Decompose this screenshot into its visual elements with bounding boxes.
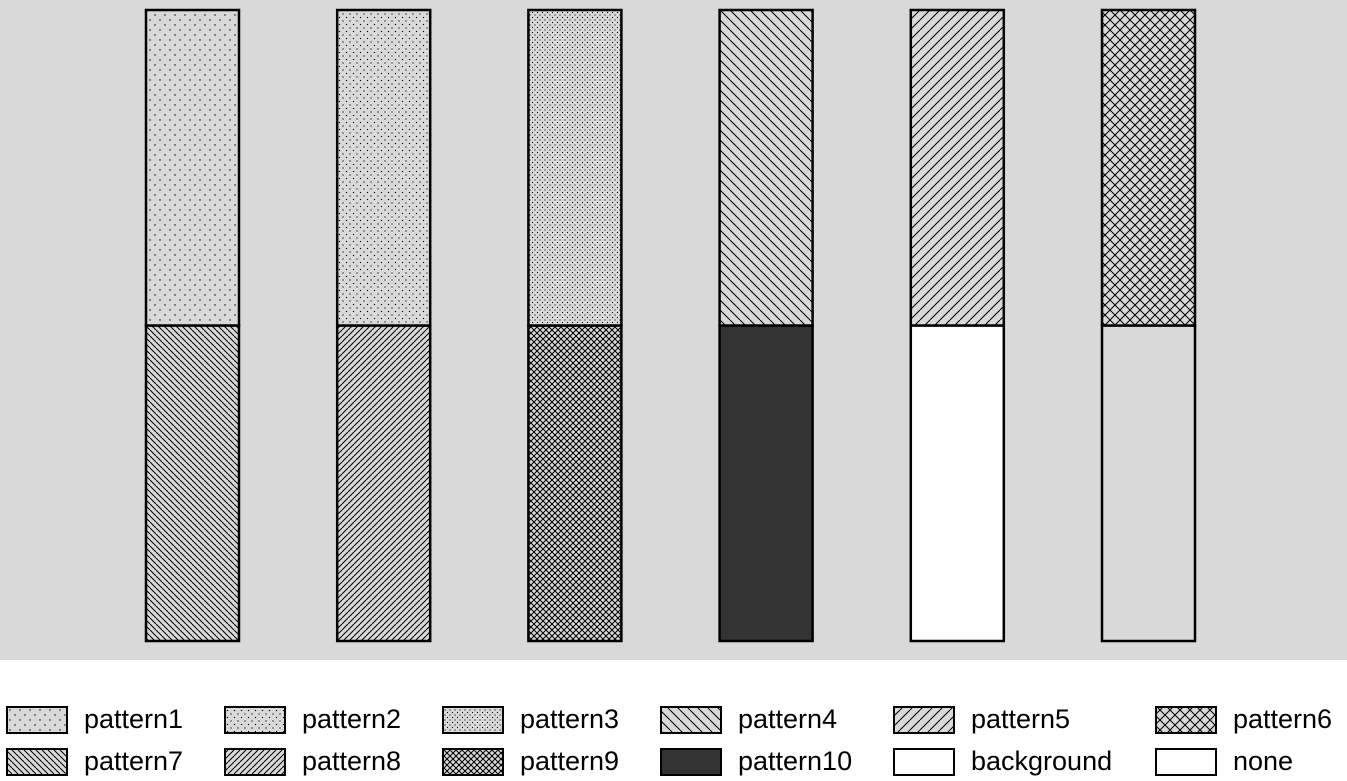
bar-3-segment-1-pattern9 bbox=[527, 324, 623, 643]
legend-label-pattern5: pattern5 bbox=[971, 704, 1070, 734]
legend-key-pattern10 bbox=[660, 748, 722, 776]
bar-4-segment-2-pattern4 bbox=[718, 8, 814, 327]
bar-2-segment-2-pattern2 bbox=[335, 8, 432, 327]
bars bbox=[144, 8, 1197, 643]
legend-key-pattern1 bbox=[6, 706, 68, 734]
legend-key-pattern3 bbox=[442, 706, 504, 734]
bar-3-segment-2-pattern3 bbox=[527, 8, 623, 327]
legend-key-background bbox=[893, 748, 955, 776]
legend-label-none: none bbox=[1233, 746, 1293, 776]
legend-label-pattern8: pattern8 bbox=[302, 746, 401, 776]
legend-key-pattern9 bbox=[442, 748, 504, 776]
legend-label-background: background bbox=[971, 746, 1112, 776]
legend-label-pattern6: pattern6 bbox=[1233, 704, 1332, 734]
legend-label-pattern10: pattern10 bbox=[738, 746, 852, 776]
bar-5-segment-2-pattern5 bbox=[909, 8, 1006, 327]
bar-4-segment-1-pattern10 bbox=[718, 324, 814, 643]
bar-1-segment-1-pattern7 bbox=[144, 324, 241, 643]
legend: pattern1 pattern2 pattern3 pattern4 pattern5… bbox=[6, 704, 1332, 776]
legend-key-pattern5 bbox=[893, 706, 955, 734]
legend-label-pattern9: pattern9 bbox=[520, 746, 619, 776]
legend-label-pattern4: pattern4 bbox=[738, 704, 837, 734]
legend-key-pattern7 bbox=[6, 748, 68, 776]
legend-key-pattern8 bbox=[224, 748, 286, 776]
legend-key-pattern6 bbox=[1155, 706, 1217, 734]
legend-key-none bbox=[1155, 748, 1217, 776]
bar-5-segment-1-background bbox=[909, 324, 1006, 643]
legend-label-pattern2: pattern2 bbox=[302, 704, 401, 734]
legend-key-pattern2 bbox=[224, 706, 286, 734]
legend-key-pattern4 bbox=[660, 706, 722, 734]
bar-2-segment-1-pattern8 bbox=[335, 324, 432, 643]
bar-1-segment-2-pattern1 bbox=[144, 8, 241, 327]
legend-label-pattern3: pattern3 bbox=[520, 704, 619, 734]
legend-label-pattern7: pattern7 bbox=[84, 746, 183, 776]
legend-label-pattern1: pattern1 bbox=[84, 704, 183, 734]
bar-6-segment-2-pattern6 bbox=[1100, 8, 1197, 327]
